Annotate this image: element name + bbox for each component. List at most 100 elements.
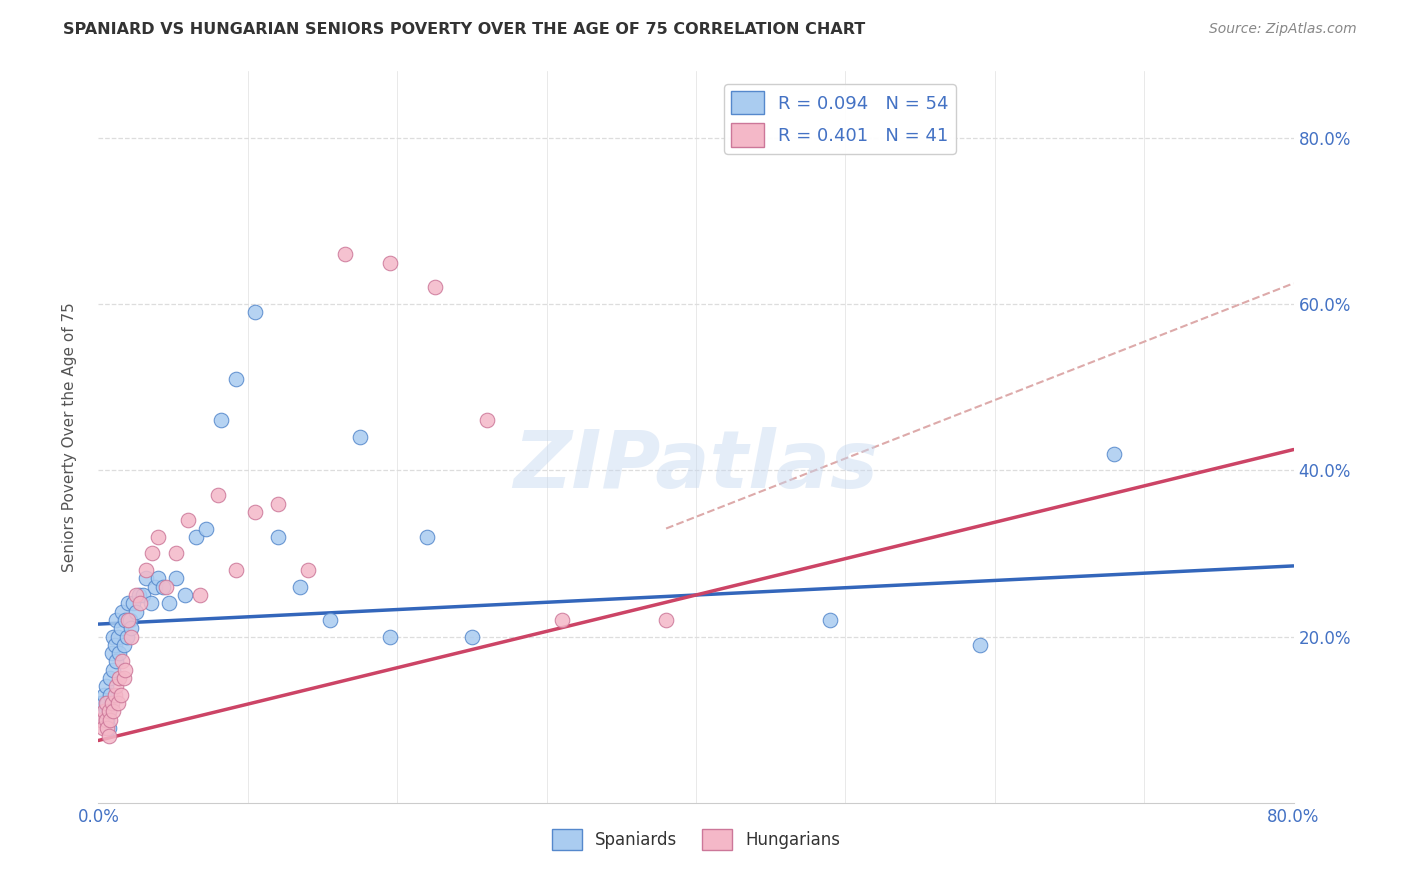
Point	[461, 630, 484, 644]
Point	[90, 696, 112, 710]
Point	[188, 588, 211, 602]
Point	[155, 580, 177, 594]
Point	[152, 580, 174, 594]
Point	[105, 613, 128, 627]
Text: SPANIARD VS HUNGARIAN SENIORS POVERTY OVER THE AGE OF 75 CORRELATION CHART: SPANIARD VS HUNGARIAN SENIORS POVERTY OV…	[63, 22, 866, 37]
Point	[135, 571, 157, 585]
Point	[378, 630, 401, 644]
Point	[416, 530, 439, 544]
Point	[550, 613, 572, 627]
Point	[103, 705, 125, 719]
Point	[104, 688, 127, 702]
Point	[267, 497, 290, 511]
Point	[115, 630, 138, 644]
Point	[118, 613, 141, 627]
Point	[148, 571, 170, 585]
Point	[108, 671, 131, 685]
Point	[125, 588, 148, 602]
Point	[96, 721, 118, 735]
Point	[114, 663, 136, 677]
Point	[117, 596, 139, 610]
Point	[94, 705, 117, 719]
Y-axis label: Seniors Poverty Over the Age of 75: Seniors Poverty Over the Age of 75	[62, 302, 77, 572]
Point	[288, 580, 311, 594]
Point	[93, 688, 115, 702]
Point	[184, 530, 207, 544]
Point	[90, 713, 112, 727]
Point	[125, 605, 148, 619]
Legend: Spaniards, Hungarians: Spaniards, Hungarians	[546, 822, 846, 856]
Point	[101, 646, 124, 660]
Point	[655, 613, 678, 627]
Point	[139, 596, 162, 610]
Point	[333, 247, 356, 261]
Point	[135, 563, 157, 577]
Point	[107, 696, 129, 710]
Point	[97, 729, 120, 743]
Point	[101, 696, 124, 710]
Point	[104, 638, 127, 652]
Point	[91, 713, 114, 727]
Point	[121, 596, 143, 610]
Point	[174, 588, 197, 602]
Point	[97, 705, 120, 719]
Point	[297, 563, 319, 577]
Point	[111, 655, 134, 669]
Point	[225, 563, 247, 577]
Point	[378, 255, 401, 269]
Point	[110, 621, 132, 635]
Point	[108, 646, 131, 660]
Point	[267, 530, 290, 544]
Point	[225, 372, 247, 386]
Point	[157, 596, 180, 610]
Text: ZIPatlas: ZIPatlas	[513, 427, 879, 506]
Point	[103, 630, 125, 644]
Point	[165, 571, 187, 585]
Point	[98, 671, 122, 685]
Point	[97, 705, 120, 719]
Point	[120, 621, 142, 635]
Point	[94, 680, 117, 694]
Point	[969, 638, 991, 652]
Point	[245, 305, 267, 319]
Point	[98, 688, 122, 702]
Point	[96, 696, 118, 710]
Point	[94, 696, 117, 710]
Point	[98, 713, 122, 727]
Point	[105, 680, 128, 694]
Point	[820, 613, 842, 627]
Point	[177, 513, 200, 527]
Point	[1104, 447, 1126, 461]
Point	[423, 280, 446, 294]
Text: Source: ZipAtlas.com: Source: ZipAtlas.com	[1209, 22, 1357, 37]
Point	[103, 663, 125, 677]
Point	[475, 413, 498, 427]
Point	[110, 688, 132, 702]
Point	[141, 546, 163, 560]
Point	[120, 630, 142, 644]
Point	[107, 630, 129, 644]
Point	[128, 588, 150, 602]
Point	[93, 705, 115, 719]
Point	[112, 671, 135, 685]
Point	[111, 605, 134, 619]
Point	[143, 580, 166, 594]
Point	[245, 505, 267, 519]
Point	[319, 613, 342, 627]
Point	[129, 596, 152, 610]
Point	[132, 588, 155, 602]
Point	[349, 430, 371, 444]
Point	[94, 713, 117, 727]
Point	[165, 546, 187, 560]
Point	[97, 721, 120, 735]
Point	[209, 413, 232, 427]
Point	[114, 613, 136, 627]
Point	[105, 655, 128, 669]
Point	[148, 530, 170, 544]
Point	[207, 488, 229, 502]
Point	[91, 721, 114, 735]
Point	[195, 521, 218, 535]
Point	[117, 613, 139, 627]
Point	[112, 638, 135, 652]
Point	[96, 713, 118, 727]
